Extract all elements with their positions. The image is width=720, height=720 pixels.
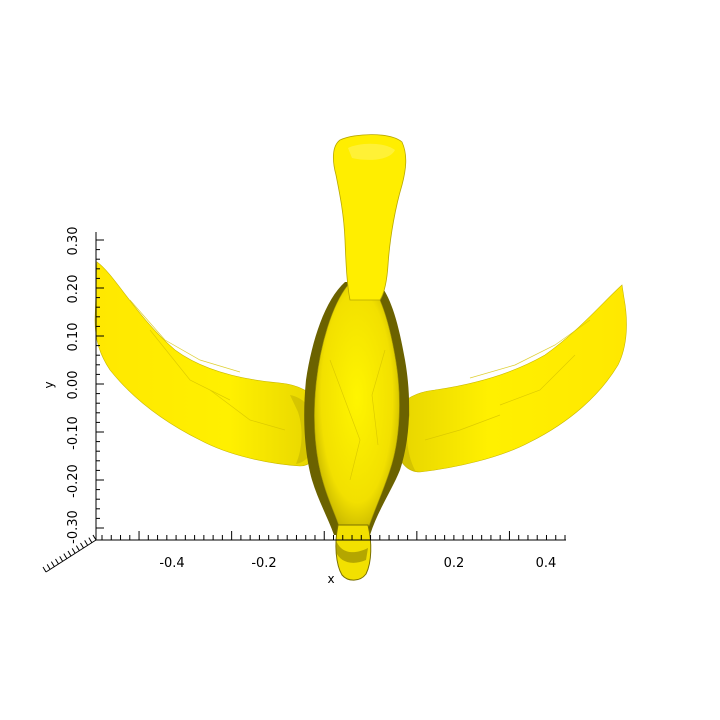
z-tick xyxy=(42,566,47,573)
y-tick-label: -0.20 xyxy=(66,464,81,498)
axes: 0.30 0.20 0.10 0.00 -0.10 -0.20 -0.30 y … xyxy=(42,227,566,586)
y-tick-label: 0.00 xyxy=(66,371,81,400)
z-tick xyxy=(63,553,68,559)
z-tick xyxy=(71,548,76,554)
x-tick-label: 0.2 xyxy=(444,556,465,571)
y-tick-marks xyxy=(96,239,104,529)
z-tick xyxy=(88,537,93,543)
y-tick-label: -0.10 xyxy=(66,416,81,450)
z-tick xyxy=(80,542,84,549)
y-tick-label: 0.20 xyxy=(66,275,81,304)
z-tick xyxy=(50,561,55,567)
right-wing xyxy=(395,284,627,473)
tail-shadow xyxy=(336,540,368,563)
z-tick xyxy=(67,550,72,557)
z-tick xyxy=(84,540,89,546)
y-axis-title: y xyxy=(42,381,56,388)
x-tick-label: -0.4 xyxy=(159,556,184,571)
bird-mesh xyxy=(94,134,627,581)
x-tick-label: -0.2 xyxy=(251,556,276,571)
x-tick-label: 0.4 xyxy=(536,556,557,571)
z-tick xyxy=(46,564,51,570)
z-tick xyxy=(92,534,97,541)
y-tick-label: -0.30 xyxy=(66,510,81,544)
z-tick-marks xyxy=(42,534,97,573)
neck-head xyxy=(332,134,407,301)
z-tick xyxy=(59,556,64,562)
left-wing xyxy=(94,261,321,467)
x-axis-title: x xyxy=(327,572,334,586)
y-tick-label: 0.10 xyxy=(66,323,81,352)
head-highlight xyxy=(348,143,395,160)
z-tick xyxy=(75,545,80,551)
z-tick xyxy=(55,558,59,565)
mesh-facets xyxy=(129,299,591,481)
x-tick-marks xyxy=(101,531,566,540)
y-tick-label: 0.30 xyxy=(66,227,81,256)
